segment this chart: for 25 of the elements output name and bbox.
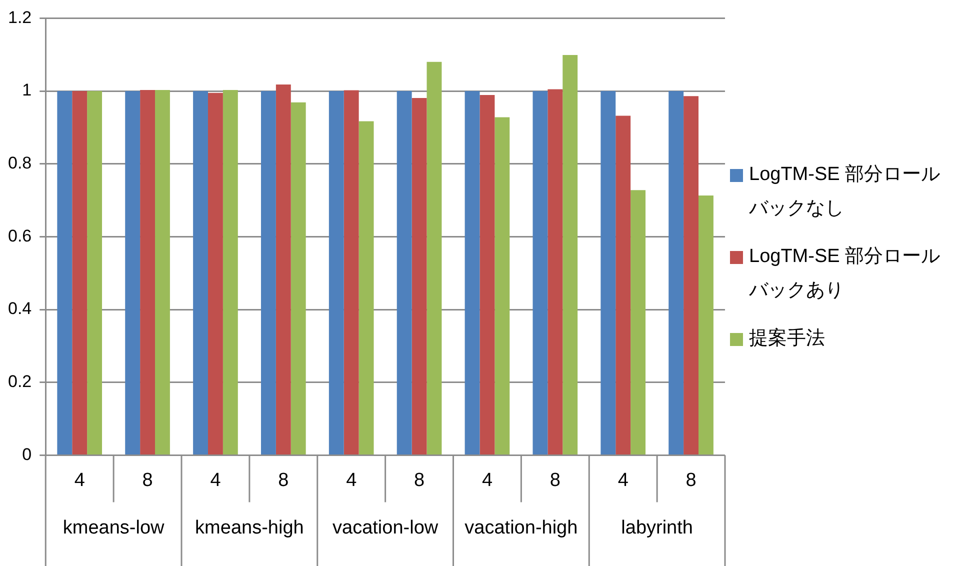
- x-tick-label: 8: [686, 470, 696, 491]
- y-tick-label: 0.4: [8, 299, 32, 318]
- y-tick-label: 0.2: [8, 372, 32, 392]
- y-tick-label: 1.2: [8, 8, 32, 27]
- x-tick-label: 8: [550, 470, 560, 491]
- x-tick-label: 4: [618, 470, 629, 491]
- y-tick-label: 0: [22, 444, 32, 464]
- text: vacation-low: [332, 517, 438, 538]
- y-tick-label: 0.8: [8, 154, 32, 173]
- text: labyrinth: [621, 517, 693, 538]
- x-tick-label: 4: [482, 470, 493, 491]
- legend-label: LogTM-SE 部分ロールバックあり: [749, 245, 942, 303]
- y-tick-label: 1: [22, 80, 32, 100]
- x-tick-label: 4: [74, 470, 86, 491]
- x-tick-label: 4: [210, 470, 222, 491]
- y-tick-label: 0.6: [8, 226, 32, 246]
- x-tick-label: 8: [142, 470, 153, 491]
- x-tick-label: 8: [278, 470, 289, 491]
- legend-label: LogTM-SE 部分ロールバックなし: [749, 163, 942, 221]
- legend-label: 提案手法: [749, 326, 825, 351]
- text: kmeans-high: [195, 517, 304, 538]
- x-tick-label: 4: [346, 470, 358, 491]
- x-tick-label: 8: [414, 470, 425, 491]
- text: kmeans-low: [62, 517, 165, 538]
- text: vacation-high: [464, 517, 578, 538]
